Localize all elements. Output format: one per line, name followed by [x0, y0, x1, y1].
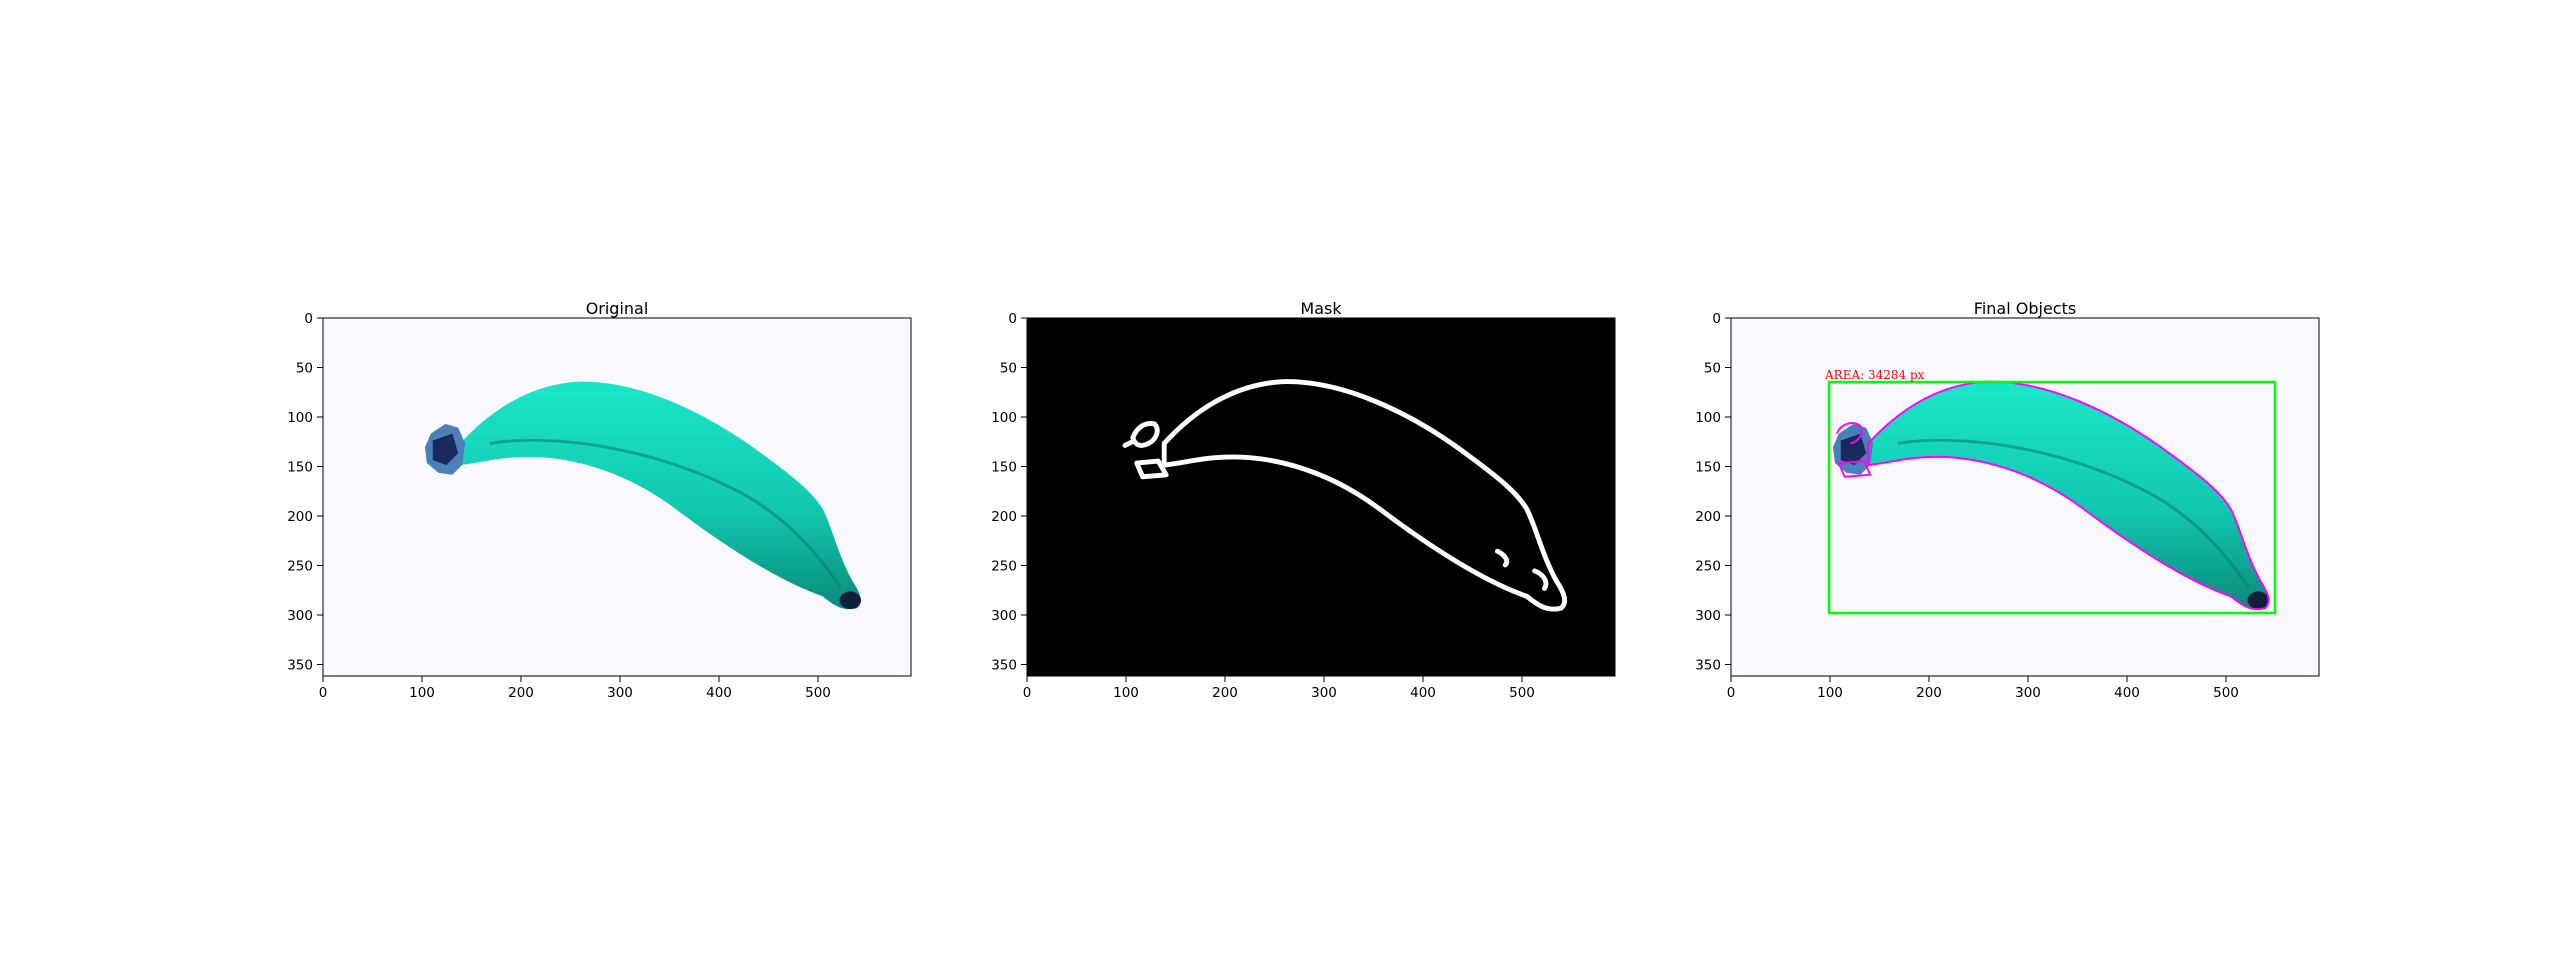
x-tick-label: 300 — [1311, 685, 1337, 701]
y-tick-label: 300 — [991, 608, 1017, 624]
x-tick-label: 300 — [607, 685, 633, 701]
y-tick-label: 200 — [991, 509, 1017, 525]
y-tick-label: 50 — [296, 361, 313, 377]
x-tick-label: 100 — [409, 685, 435, 701]
x-tick-label: 200 — [1916, 685, 1942, 701]
object-contour — [1835, 380, 2270, 611]
y-tick-label: 350 — [287, 658, 313, 674]
y-axis: 0 50 100 150 200 250 300 350 — [1695, 311, 1731, 674]
y-tick-label: 200 — [287, 509, 313, 525]
panel-mask: Mask 0 100 200 300 400 500 — [991, 299, 1616, 701]
y-tick-label: 150 — [991, 460, 1017, 476]
mask-background — [1027, 318, 1615, 676]
image-background — [1731, 318, 2319, 676]
x-axis: 0 100 200 300 400 500 — [1727, 676, 2239, 701]
x-tick-label: 200 — [1212, 685, 1238, 701]
y-tick-label: 350 — [991, 658, 1017, 674]
y-tick-label: 0 — [1712, 311, 1721, 327]
banana-image — [424, 381, 862, 610]
image-area: AREA: 34284 px — [1731, 318, 2319, 676]
y-tick-label: 100 — [287, 410, 313, 426]
x-tick-label: 400 — [706, 685, 732, 701]
panel-title: Final Objects — [1974, 299, 2076, 318]
x-tick-label: 500 — [805, 685, 831, 701]
y-tick-label: 0 — [1008, 311, 1017, 327]
bounding-box — [1827, 380, 2277, 615]
x-tick-label: 400 — [1410, 685, 1436, 701]
panel-original: Original 0 100 200 300 400 500 — [287, 299, 912, 701]
mask-contour — [1122, 382, 1565, 610]
y-tick-label: 150 — [1695, 460, 1721, 476]
axes-frame — [1730, 317, 2320, 677]
x-tick-label: 400 — [2114, 685, 2140, 701]
image-area — [323, 318, 911, 676]
x-tick-label: 100 — [1113, 685, 1139, 701]
x-tick-label: 200 — [508, 685, 534, 701]
y-tick-label: 250 — [991, 559, 1017, 575]
axes-frame — [322, 317, 912, 677]
panel-final-objects: Final Objects AREA: 34284 px — [1695, 299, 2320, 701]
x-tick-label: 500 — [1509, 685, 1535, 701]
x-tick-label: 500 — [2213, 685, 2239, 701]
y-tick-label: 200 — [1695, 509, 1721, 525]
y-tick-label: 50 — [1704, 361, 1721, 377]
panel-title: Original — [586, 299, 649, 318]
x-axis: 0 100 200 300 400 500 — [1023, 676, 1535, 701]
x-tick-label: 0 — [1727, 685, 1736, 701]
axes-frame — [1026, 317, 1616, 677]
y-tick-label: 300 — [1695, 608, 1721, 624]
y-tick-label: 150 — [287, 460, 313, 476]
image-area — [1027, 318, 1615, 676]
x-tick-label: 0 — [1023, 685, 1032, 701]
y-axis: 0 50 100 150 200 250 300 350 — [991, 311, 1027, 674]
y-tick-label: 250 — [1695, 559, 1721, 575]
y-tick-label: 100 — [991, 410, 1017, 426]
x-tick-label: 100 — [1817, 685, 1843, 701]
image-background — [323, 318, 911, 676]
y-axis: 0 50 100 150 200 250 300 350 — [287, 311, 323, 674]
y-tick-label: 350 — [1695, 658, 1721, 674]
y-tick-label: 300 — [287, 608, 313, 624]
x-tick-label: 300 — [2015, 685, 2041, 701]
y-tick-label: 50 — [1000, 361, 1017, 377]
y-tick-label: 100 — [1695, 410, 1721, 426]
x-tick-label: 0 — [319, 685, 328, 701]
y-tick-label: 0 — [304, 311, 313, 327]
panel-title: Mask — [1300, 299, 1342, 318]
x-axis: 0 100 200 300 400 500 — [319, 676, 831, 701]
y-tick-label: 250 — [287, 559, 313, 575]
area-annotation: AREA: 34284 px — [1824, 368, 1925, 382]
